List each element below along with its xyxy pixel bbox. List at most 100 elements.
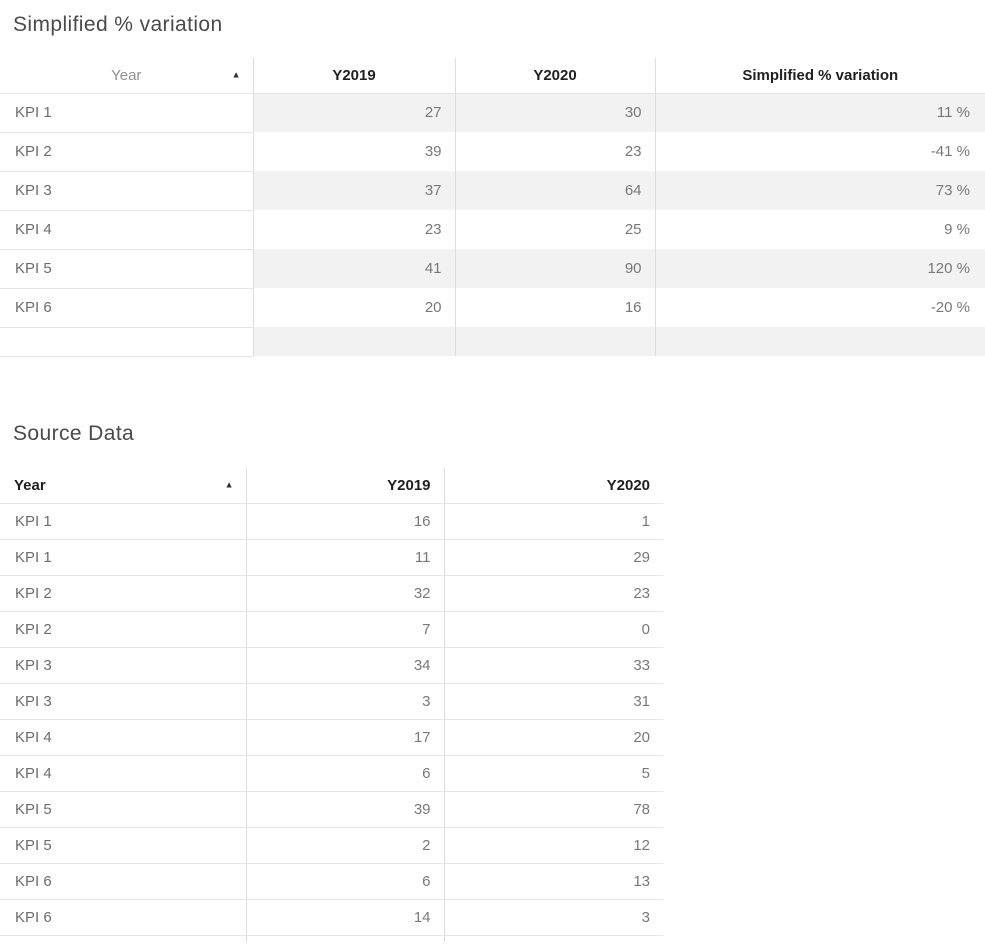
- value-cell[interactable]: 78: [444, 791, 663, 828]
- row-label-cell[interactable]: KPI 4: [0, 755, 247, 792]
- table-row[interactable]: KPI 4 17 20: [0, 719, 663, 756]
- value-cell[interactable]: 41: [253, 249, 456, 288]
- row-label-cell[interactable]: KPI 5: [0, 791, 247, 828]
- table-row[interactable]: KPI 3 37 64 73 %: [0, 171, 985, 211]
- row-label-cell[interactable]: KPI 2: [0, 611, 247, 648]
- row-label-cell[interactable]: KPI 4: [0, 210, 254, 250]
- value-cell[interactable]: -20 %: [930, 299, 970, 316]
- row-label-cell[interactable]: KPI 5: [0, 249, 254, 289]
- value-cell[interactable]: 23: [253, 210, 456, 249]
- source-header-row: Year ▲ Y2019 Y2020: [0, 468, 663, 504]
- source-column-header-y2020[interactable]: Y2020: [444, 468, 663, 504]
- table-row[interactable]: KPI 3 34 33: [0, 647, 663, 684]
- value-cell[interactable]: 17: [246, 719, 445, 756]
- table-row[interactable]: KPI 2 32 23: [0, 575, 663, 612]
- value-cell[interactable]: 1: [444, 503, 663, 540]
- matrix-column-header-variation[interactable]: Simplified % variation: [655, 58, 985, 94]
- matrix-column-header-y2020[interactable]: Y2020: [455, 58, 656, 94]
- table-row[interactable]: KPI 5 41 90 120 %: [0, 249, 985, 289]
- value-cell[interactable]: 14: [246, 899, 445, 936]
- value-cell[interactable]: 90: [455, 249, 656, 288]
- row-label-cell[interactable]: KPI 3: [0, 683, 247, 720]
- table-row[interactable]: KPI 2 39 23 -41 %: [0, 132, 985, 172]
- value-cell[interactable]: 20: [444, 719, 663, 756]
- row-label-cell[interactable]: KPI 2: [0, 575, 247, 612]
- row-label-cell[interactable]: KPI 5: [0, 827, 247, 864]
- table-row[interactable]: KPI 1 11 29: [0, 539, 663, 576]
- value-cell[interactable]: 23: [455, 132, 656, 171]
- value-cell[interactable]: 2: [246, 827, 445, 864]
- value-cell[interactable]: 5: [444, 755, 663, 792]
- value-cell[interactable]: 34: [246, 647, 445, 684]
- value-cell[interactable]: 39: [246, 791, 445, 828]
- value-cell[interactable]: 37: [253, 171, 456, 210]
- row-label-cell[interactable]: KPI 4: [0, 719, 247, 756]
- row-label-cell[interactable]: KPI 1: [0, 503, 247, 540]
- source-column-header-year[interactable]: Year ▲: [0, 468, 247, 504]
- value-cell[interactable]: 0: [444, 611, 663, 648]
- value-cell[interactable]: 20: [253, 288, 456, 327]
- value-cell[interactable]: 12: [444, 827, 663, 864]
- value-cell[interactable]: 11: [246, 539, 445, 576]
- table-row[interactable]: KPI 1 16 1: [0, 503, 663, 540]
- value-cell[interactable]: 27: [253, 93, 456, 132]
- row-label-cell[interactable]: KPI 6: [0, 288, 254, 328]
- value-cell[interactable]: 6: [246, 863, 445, 900]
- value-cell[interactable]: 31: [444, 683, 663, 720]
- value-cell: [246, 935, 445, 942]
- matrix-visual-title: Simplified % variation: [13, 13, 223, 36]
- row-label-cell: [0, 327, 254, 357]
- value-cell[interactable]: 11 %: [655, 93, 985, 132]
- value-cell[interactable]: 16: [246, 503, 445, 540]
- value-cell[interactable]: -41 %: [930, 143, 970, 160]
- source-visual-title: Source Data: [13, 422, 135, 445]
- row-label-cell[interactable]: KPI 1: [0, 93, 254, 133]
- matrix-column-header-year-label: Year: [111, 66, 142, 84]
- value-cell[interactable]: 23: [444, 575, 663, 612]
- matrix-column-header-y2019[interactable]: Y2019: [253, 58, 456, 94]
- value-cell[interactable]: 120 %: [655, 249, 985, 288]
- source-column-header-y2019[interactable]: Y2019: [246, 468, 445, 504]
- value-cell[interactable]: 3: [444, 899, 663, 936]
- row-label-cell: [0, 935, 247, 942]
- row-label-cell[interactable]: KPI 3: [0, 171, 254, 211]
- row-label-cell[interactable]: KPI 3: [0, 647, 247, 684]
- value-cell[interactable]: 16: [455, 288, 656, 327]
- value-cell[interactable]: 7: [246, 611, 445, 648]
- row-label-cell[interactable]: KPI 6: [0, 863, 247, 900]
- empty-footer-row: [0, 327, 985, 357]
- value-cell[interactable]: 29: [444, 539, 663, 576]
- value-cell: [455, 327, 656, 356]
- value-cell[interactable]: 25: [455, 210, 656, 249]
- value-cell: [253, 327, 456, 356]
- value-cell[interactable]: 39: [253, 132, 456, 171]
- table-row[interactable]: KPI 6 6 13: [0, 863, 663, 900]
- matrix-header-row: Year ▲ Y2019 Y2020 Simplified % variatio…: [0, 58, 985, 94]
- value-cell[interactable]: 9 %: [944, 221, 970, 238]
- value-cell[interactable]: 32: [246, 575, 445, 612]
- matrix-table: Year ▲ Y2019 Y2020 Simplified % variatio…: [0, 58, 985, 357]
- value-cell[interactable]: 73 %: [655, 171, 985, 210]
- row-label-cell[interactable]: KPI 2: [0, 132, 254, 172]
- table-row[interactable]: KPI 4 23 25 9 %: [0, 210, 985, 250]
- table-row[interactable]: KPI 6 20 16 -20 %: [0, 288, 985, 328]
- value-cell[interactable]: 13: [444, 863, 663, 900]
- table-row[interactable]: KPI 5 39 78: [0, 791, 663, 828]
- table-row[interactable]: KPI 5 2 12: [0, 827, 663, 864]
- table-row[interactable]: KPI 1 27 30 11 %: [0, 93, 985, 133]
- row-label-cell[interactable]: KPI 1: [0, 539, 247, 576]
- matrix-column-header-year[interactable]: Year ▲: [0, 58, 254, 94]
- table-row[interactable]: KPI 6 14 3: [0, 899, 663, 936]
- clipped-row: [0, 935, 663, 942]
- value-cell[interactable]: 3: [246, 683, 445, 720]
- value-cell[interactable]: 64: [455, 171, 656, 210]
- source-data-table: Year ▲ Y2019 Y2020 KPI 1 16 1 KPI 1 11 29 KPI …: [0, 468, 663, 942]
- row-label-cell[interactable]: KPI 6: [0, 899, 247, 936]
- value-cell[interactable]: 6: [246, 755, 445, 792]
- value-cell[interactable]: 30: [455, 93, 656, 132]
- table-row[interactable]: KPI 3 3 31: [0, 683, 663, 720]
- value-cell[interactable]: 33: [444, 647, 663, 684]
